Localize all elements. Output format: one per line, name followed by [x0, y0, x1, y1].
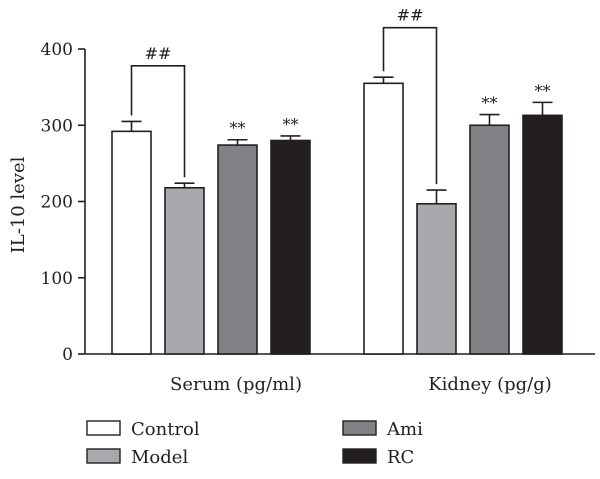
significance-marker: **	[535, 81, 551, 100]
annotations: ** ** ** ** ## ##	[130, 6, 551, 185]
significance-marker: **	[482, 94, 498, 113]
comparison-label: ##	[145, 44, 172, 63]
significance-marker: **	[230, 119, 246, 138]
legend-swatch	[342, 448, 377, 464]
y-tick-label: 200	[41, 193, 73, 213]
bar-model-serum	[164, 186, 205, 355]
legend-item-rc: RC	[342, 447, 414, 468]
legend-label: Control	[131, 419, 200, 440]
legend-item-control: Control	[86, 419, 200, 440]
axes: 0 100 200 300 400 Serum (pg/ml) Kidney (pg/g)	[41, 40, 595, 395]
y-tick-label: 300	[41, 116, 73, 136]
x-category-label: Serum (pg/ml)	[170, 374, 302, 395]
bar-rc-serum	[270, 139, 311, 355]
bar-control-serum	[111, 130, 152, 355]
y-tick-label: 0	[62, 345, 73, 365]
bar-ami-serum	[217, 144, 258, 355]
bars	[111, 76, 563, 355]
y-axis-label: IL-10 level	[8, 156, 29, 253]
comparison-label: ##	[397, 6, 424, 25]
legend-label: RC	[387, 447, 414, 468]
legend-item-model: Model	[86, 447, 188, 468]
legend-label: Model	[131, 447, 188, 468]
y-tick-label: 100	[41, 269, 73, 289]
legend: Control Model Ami RC	[86, 419, 423, 468]
comparison-bracket	[130, 64, 186, 178]
bar-rc-kidney	[522, 114, 563, 355]
comparison-bracket	[382, 26, 438, 185]
y-tick-label: 400	[41, 40, 73, 60]
legend-label: Ami	[386, 419, 423, 440]
legend-swatch	[86, 420, 121, 436]
bar-model-kidney	[416, 202, 457, 355]
bar-control-kidney	[363, 82, 404, 355]
legend-swatch	[342, 420, 377, 436]
bar-ami-kidney	[469, 124, 510, 355]
legend-item-ami: Ami	[342, 419, 423, 440]
significance-marker: **	[283, 115, 299, 134]
x-category-label: Kidney (pg/g)	[428, 374, 552, 395]
legend-swatch	[86, 448, 121, 464]
